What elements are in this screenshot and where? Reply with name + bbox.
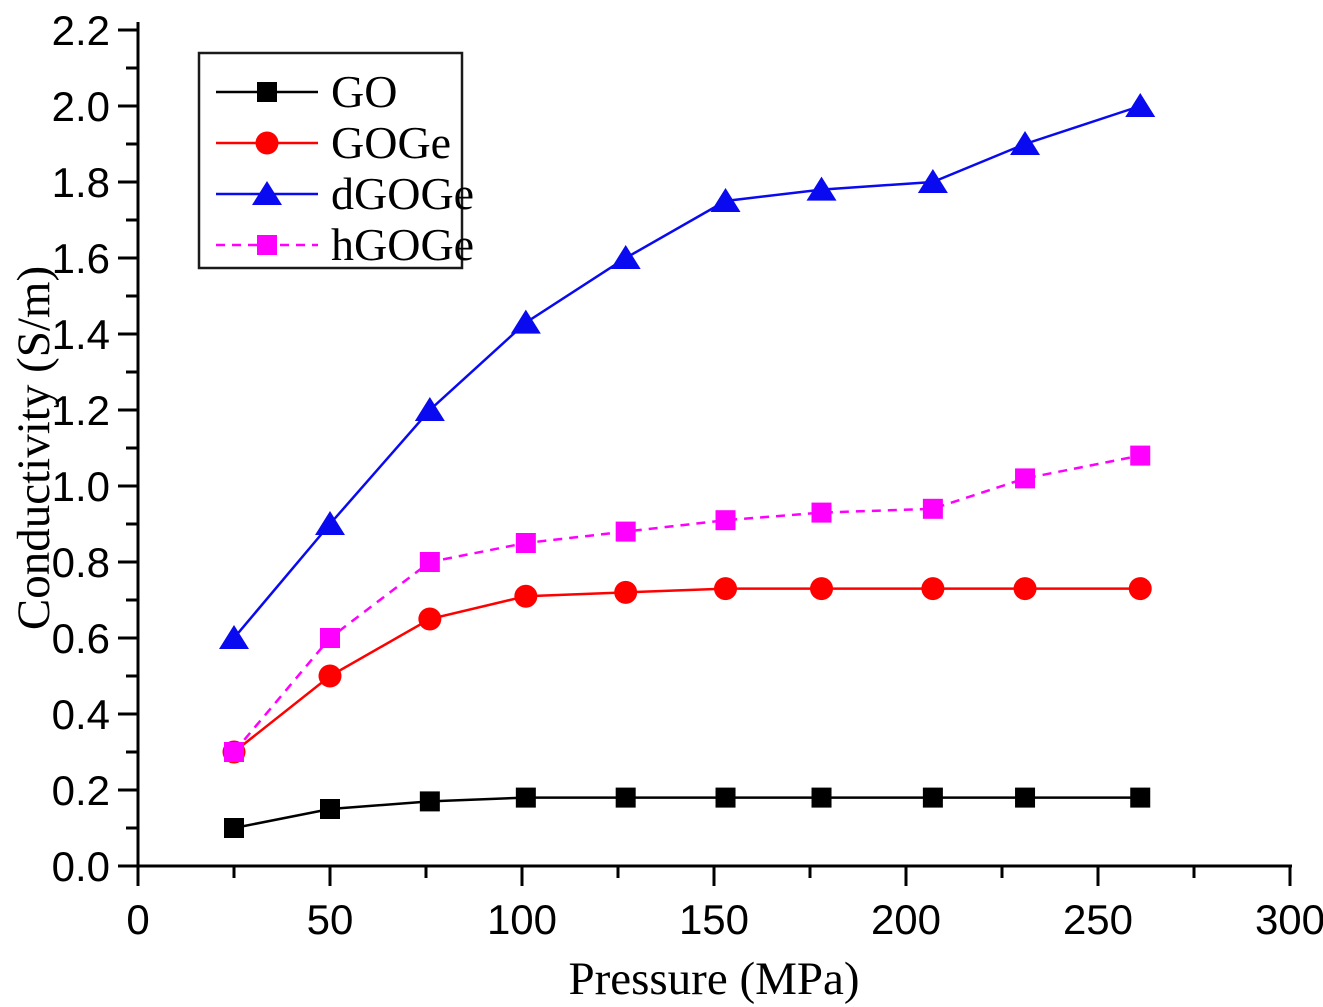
y-tick-label: 1.8: [52, 159, 110, 206]
y-tick-label: 1.2: [52, 387, 110, 434]
data-point-GO: [811, 787, 832, 808]
y-tick-label: 1.6: [52, 235, 110, 282]
data-point-hGOGe: [811, 502, 832, 523]
y-tick-label: 1.0: [52, 463, 110, 510]
series-hGOGe: [224, 445, 1151, 762]
data-point-GO: [715, 787, 736, 808]
data-point-GOGe: [714, 577, 738, 601]
data-point-GOGe: [1128, 577, 1152, 601]
data-point-GOGe: [614, 580, 638, 604]
y-tick-label: 0.6: [52, 615, 110, 662]
legend-item-dGOGe: dGOGe: [216, 168, 474, 219]
x-tick-label: 50: [307, 896, 354, 943]
data-point-GO: [922, 787, 943, 808]
data-point-GOGe: [921, 577, 945, 601]
x-tick-label: 250: [1063, 896, 1133, 943]
data-point-GOGe: [418, 607, 442, 631]
y-tick-label: 1.4: [52, 311, 110, 358]
series-dGOGe: [219, 93, 1156, 649]
y-tick-label: 2.2: [52, 7, 110, 54]
data-point-hGOGe: [419, 552, 440, 572]
data-point-GOGe: [810, 577, 834, 601]
data-point-GO: [320, 799, 340, 819]
data-point-hGOGe: [320, 628, 340, 648]
data-point-dGOGe: [917, 169, 948, 193]
legend-marker-square-icon: [257, 82, 277, 102]
legend-marker-triangle-icon: [252, 181, 282, 205]
data-point-hGOGe: [515, 533, 536, 553]
legend-label: GO: [331, 66, 397, 117]
data-point-hGOGe: [1015, 468, 1036, 489]
x-tick-label: 150: [679, 896, 749, 943]
series-GOGe: [222, 577, 1152, 764]
data-point-GO: [419, 791, 440, 812]
legend-marker-square-icon: [257, 235, 277, 255]
data-point-dGOGe: [414, 397, 445, 421]
x-tick-label: 200: [871, 896, 941, 943]
data-point-hGOGe: [715, 510, 736, 531]
series-line-hGOGe: [233, 454, 1141, 753]
data-point-GO: [224, 818, 244, 838]
series-line-GOGe: [233, 587, 1141, 753]
x-axis-title: Pressure (MPa): [568, 953, 860, 1005]
series-line-dGOGe: [233, 104, 1141, 639]
data-point-dGOGe: [610, 245, 641, 269]
legend-marker-circle-icon: [255, 131, 279, 155]
x-tick-label: 0: [126, 896, 149, 943]
legend-label: dGOGe: [331, 168, 474, 219]
data-point-hGOGe: [224, 742, 244, 762]
x-tick-label: 100: [487, 896, 557, 943]
series-GO: [224, 787, 1151, 838]
data-point-dGOGe: [1125, 93, 1156, 117]
data-point-GOGe: [1013, 577, 1037, 601]
series-line-GO: [233, 796, 1141, 830]
legend-item-GO: GO: [216, 66, 397, 117]
data-point-dGOGe: [315, 511, 345, 535]
y-tick-label: 0.8: [52, 539, 110, 586]
legend-item-hGOGe: hGOGe: [216, 219, 474, 270]
data-point-dGOGe: [510, 309, 541, 334]
legend-box: [197, 51, 464, 270]
y-tick-label: 2.0: [52, 83, 110, 130]
y-tick-label: 0.0: [52, 843, 110, 890]
data-point-hGOGe: [1130, 445, 1151, 466]
data-point-hGOGe: [922, 498, 943, 519]
data-point-dGOGe: [806, 176, 837, 201]
data-point-GOGe: [514, 584, 538, 608]
y-tick-label: 0.4: [52, 691, 110, 738]
data-point-GOGe: [318, 664, 342, 688]
data-point-GO: [615, 787, 636, 808]
y-axis-title: Conductivity (S/m): [8, 265, 60, 631]
data-point-GO: [1015, 787, 1036, 808]
data-point-dGOGe: [1010, 131, 1041, 155]
data-point-dGOGe: [219, 625, 249, 649]
legend-label: hGOGe: [331, 219, 474, 270]
data-point-hGOGe: [615, 521, 636, 542]
data-point-dGOGe: [710, 188, 741, 212]
y-tick-label: 0.2: [52, 767, 110, 814]
data-point-GO: [1130, 787, 1151, 808]
data-point-GO: [515, 787, 536, 808]
legend-item-GOGe: GOGe: [216, 117, 451, 168]
x-tick-label: 300: [1255, 896, 1323, 943]
legend-label: GOGe: [331, 117, 451, 168]
